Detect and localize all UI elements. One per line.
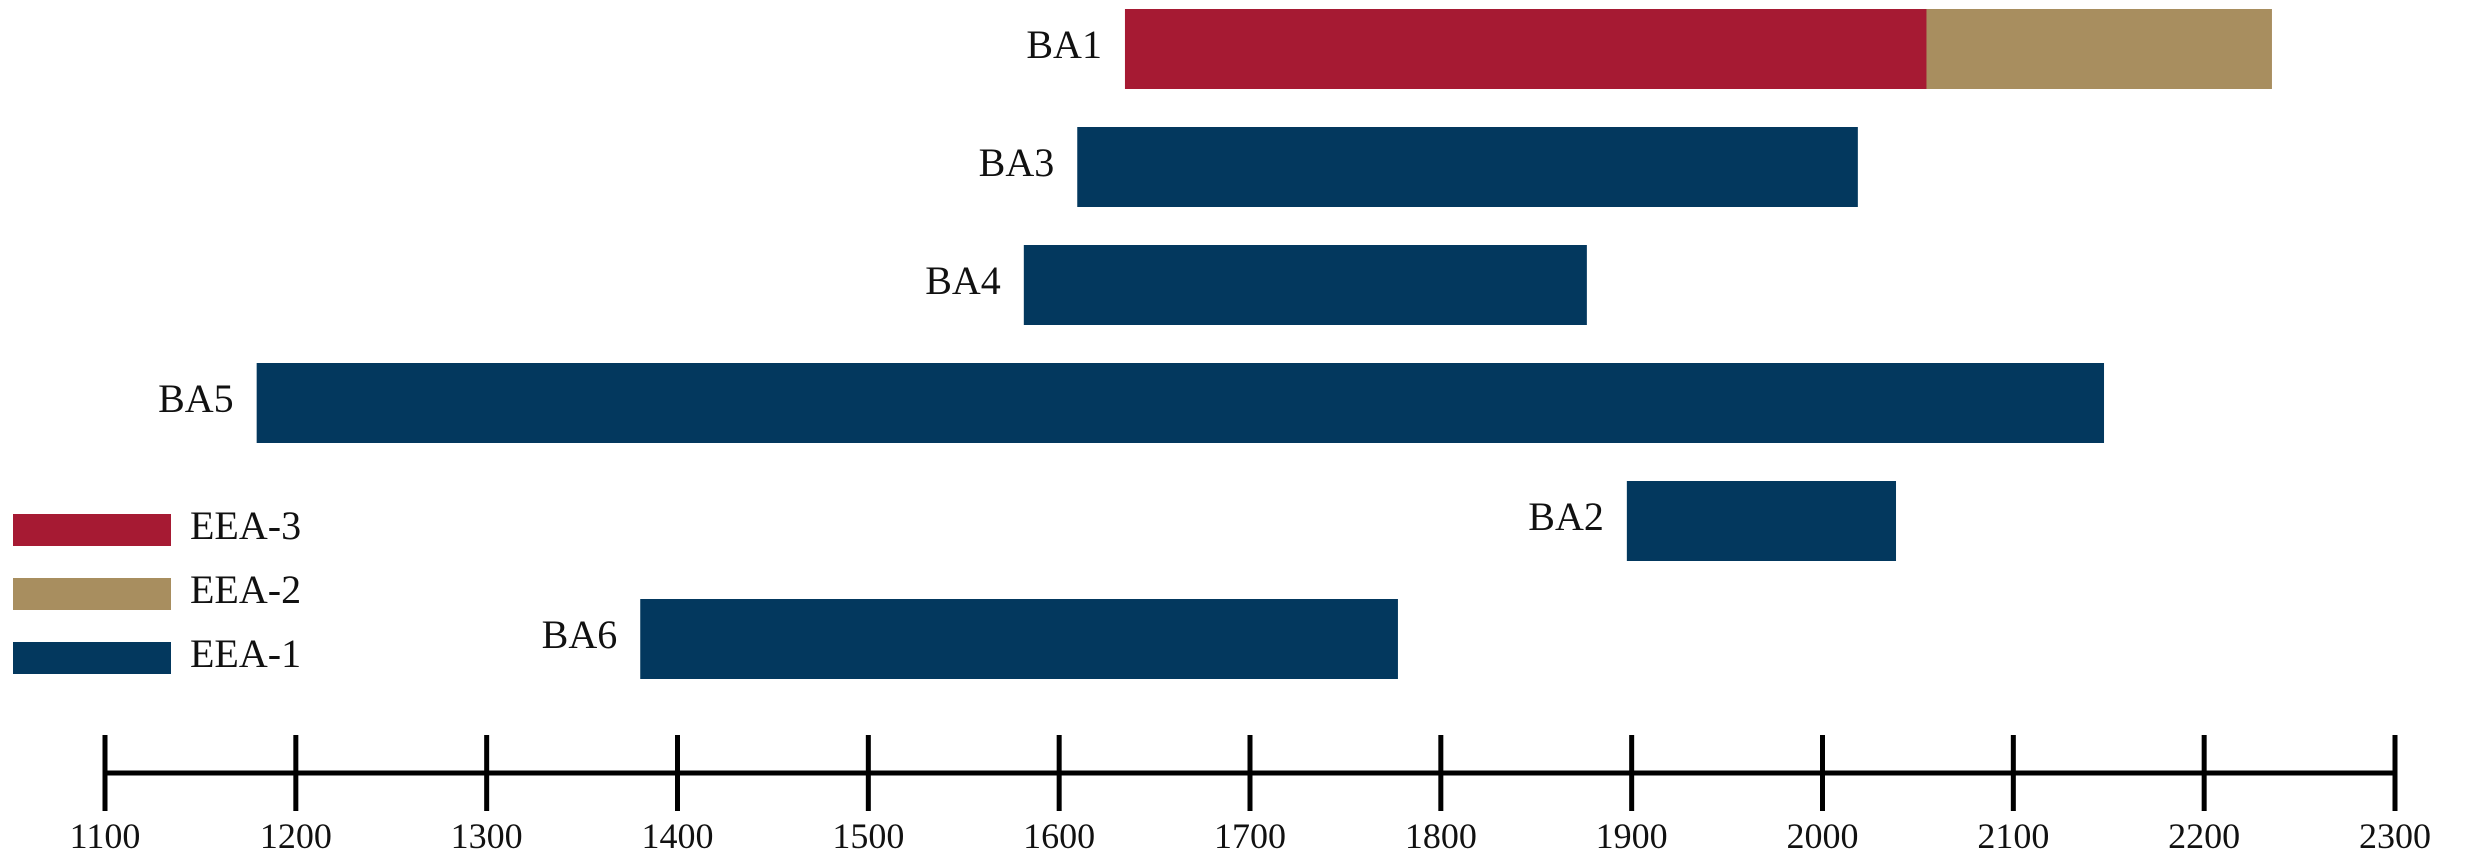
legend-label: EEA-3 <box>190 503 301 548</box>
bar-ba6: BA6 <box>542 599 1398 679</box>
bar-ba4: BA4 <box>925 245 1587 325</box>
bar-segment-ba4-eea-1 <box>1023 245 1587 325</box>
bar-segment-ba5-eea-1 <box>256 363 2105 443</box>
legend-label: EEA-2 <box>190 567 301 612</box>
bars-layer: BA1 BA3 BA4 BA5 BA2 BA6 <box>158 9 2272 679</box>
x-tick-label: 1500 <box>832 816 904 856</box>
x-tick-label: 1800 <box>1405 816 1477 856</box>
x-tick-label: 2300 <box>2359 816 2431 856</box>
bar-ba5: BA5 <box>158 363 2105 443</box>
bar-ba2: BA2 <box>1528 481 1897 561</box>
bar-segment-ba1-eea-3 <box>1124 9 1929 89</box>
bar-segment-ba6-eea-1 <box>640 599 1398 679</box>
bar-segment-ba2-eea-1 <box>1626 481 1897 561</box>
x-axis: 1100 1200 1300 1400 1500 1600 1700 1800 1900 2000… <box>70 735 2431 856</box>
x-tick-label: 1100 <box>70 816 141 856</box>
bar-label: BA1 <box>1026 22 1102 67</box>
bar-label: BA5 <box>158 376 234 421</box>
bar-segment-ba1-eea-2 <box>1926 9 2272 89</box>
legend: EEA-3 EEA-2 EEA-1 <box>13 503 301 676</box>
legend-label: EEA-1 <box>190 631 301 676</box>
bar-segment-ba3-eea-1 <box>1077 127 1858 207</box>
x-tick-label: 1900 <box>1596 816 1668 856</box>
legend-swatch <box>13 514 171 546</box>
bar-label: BA4 <box>925 258 1001 303</box>
x-tick-label: 1400 <box>642 816 714 856</box>
legend-item-eea-3: EEA-3 <box>13 503 301 548</box>
bar-ba1: BA1 <box>1026 9 2272 89</box>
bar-label: BA6 <box>542 612 618 657</box>
x-tick-label: 2100 <box>1977 816 2049 856</box>
legend-swatch <box>13 642 171 674</box>
x-tick-label: 1600 <box>1023 816 1095 856</box>
legend-item-eea-2: EEA-2 <box>13 567 301 612</box>
legend-item-eea-1: EEA-1 <box>13 631 301 676</box>
x-tick-label: 2200 <box>2168 816 2240 856</box>
x-tick-label: 1700 <box>1214 816 1286 856</box>
legend-swatch <box>13 578 171 610</box>
bar-label: BA2 <box>1528 494 1604 539</box>
bar-label: BA3 <box>979 140 1055 185</box>
bar-ba3: BA3 <box>979 127 1858 207</box>
x-tick-label: 1200 <box>260 816 332 856</box>
x-tick-label: 2000 <box>1787 816 1859 856</box>
x-tick-label: 1300 <box>451 816 523 856</box>
